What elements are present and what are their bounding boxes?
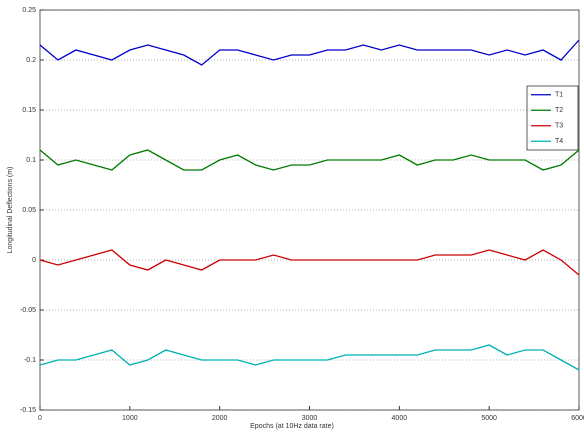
series-line [39,149,580,171]
y-tick-label: 0.05 [22,207,36,214]
y-tick-label: 0.25 [22,7,36,14]
x-tick-label: 6000 [571,415,584,422]
x-tick-label: 4000 [392,415,408,422]
y-tick-label: 0 [32,257,36,264]
legend-label: T4 [555,138,563,145]
x-tick-label: 1000 [122,415,138,422]
series-line [39,39,580,66]
y-tick-label: 0.2 [26,57,36,64]
y-tick-label: -0.1 [24,357,36,364]
x-tick-label: 0 [38,415,42,422]
x-tick-label: 3000 [302,415,318,422]
series-line [39,344,580,371]
x-tick-label: 2000 [212,415,228,422]
y-tick-label: 0.1 [26,157,36,164]
y-axis-label: Longitudinal Deflections (m) [7,167,14,254]
y-tick-label: -0.15 [20,407,36,414]
y-tick-label: -0.05 [20,307,36,314]
plot-frame [39,9,580,411]
x-tick-label: 5000 [481,415,497,422]
legend-box [526,85,579,151]
legend-label: T1 [555,92,563,99]
y-tick-label: 0.15 [22,107,36,114]
legend-label: T2 [555,107,563,114]
series-line [39,249,580,276]
x-axis-label: Epochs (at 10Hz data rate) [250,423,334,430]
legend-label: T3 [555,123,563,130]
